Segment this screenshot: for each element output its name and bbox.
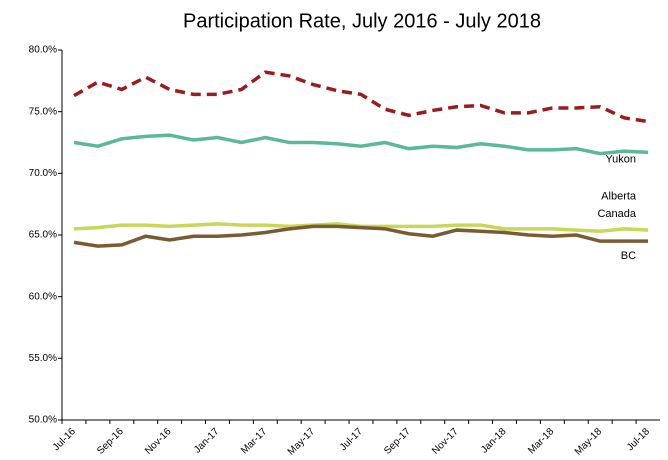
series-line [73,224,649,248]
x-tick-label: May-17 [286,426,318,458]
x-tick-label: May-18 [573,426,605,458]
x-tick-label: Jan-18 [479,426,509,456]
x-tick-label: Mar-18 [526,426,556,456]
y-tick-label: 60.0% [29,291,57,302]
legend-label: Alberta [601,190,637,202]
chart-title: Participation Rate, July 2016 - July 201… [183,10,541,32]
x-tick-label: Nov-16 [143,426,174,457]
x-tick-label: Mar-17 [239,426,269,456]
legend-label: Yukon [605,153,636,165]
series-line [73,133,649,156]
y-tick-label: 65.0% [29,230,57,241]
x-tick-label: Jul-17 [338,426,365,453]
x-tick-label: Jan-17 [192,426,222,456]
x-tick-label: Sep-17 [382,426,413,457]
series-line [73,70,649,124]
y-tick-label: 75.0% [29,106,57,117]
x-tick-label: Sep-16 [95,426,126,457]
y-tick-label: 70.0% [29,168,57,179]
x-tick-label: Jul-16 [51,426,78,453]
x-tick-label: Nov-17 [430,426,461,457]
legend-label: Canada [597,208,636,220]
legend-label: BC [621,250,636,262]
y-tick-label: 55.0% [29,353,57,364]
y-tick-label: 80.0% [29,45,57,56]
x-tick-label: Jul-18 [625,426,652,453]
y-tick-label: 50.0% [29,415,57,426]
